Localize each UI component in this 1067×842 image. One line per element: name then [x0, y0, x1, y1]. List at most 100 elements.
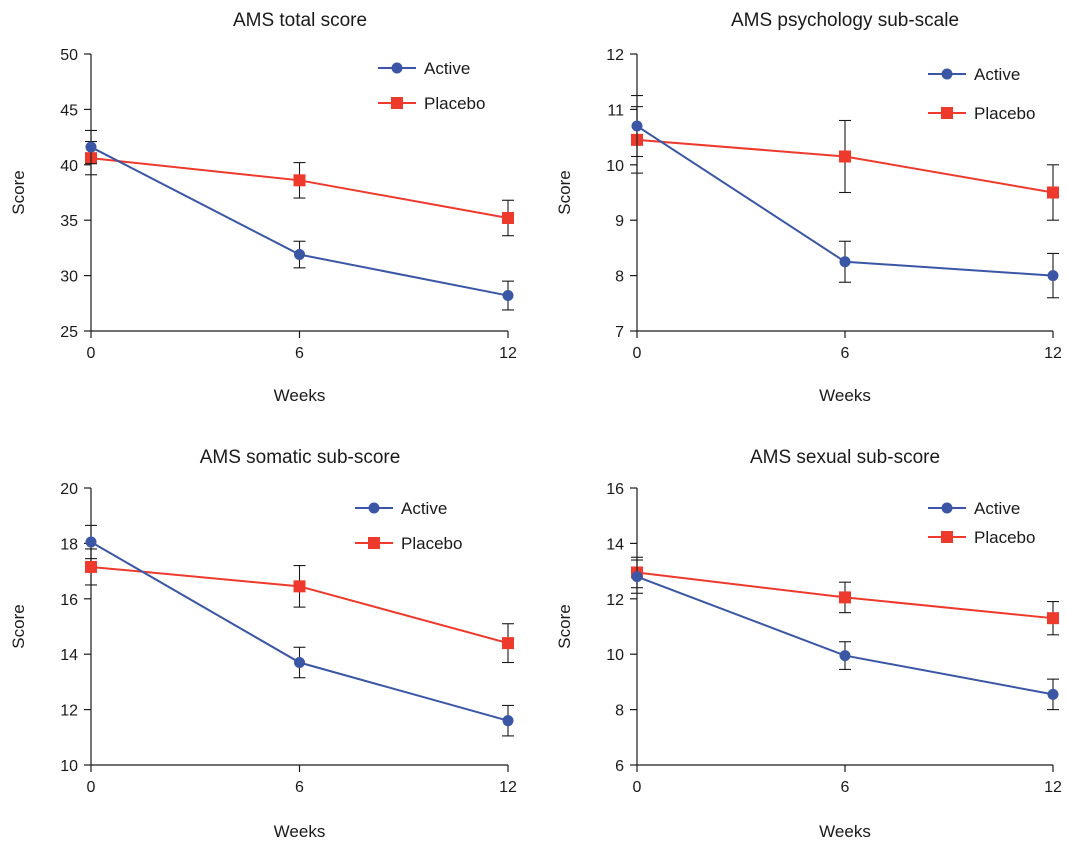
y-tick-label: 35 — [60, 213, 78, 230]
legend: Active Placebo — [928, 499, 1035, 547]
legend-marker — [941, 531, 953, 543]
y-axis-label: Score — [9, 170, 28, 214]
y-tick-label: 10 — [606, 158, 624, 175]
y-tick-label: 12 — [606, 47, 624, 64]
legend-label: Active — [974, 499, 1020, 518]
legend: Active Placebo — [928, 65, 1035, 123]
chart-title: AMS psychology sub-scale — [731, 10, 959, 31]
series-placebo — [85, 548, 514, 664]
y-tick-label: 6 — [615, 758, 624, 775]
legend: Active Placebo — [355, 499, 462, 553]
y-tick-label: 16 — [606, 481, 624, 498]
y-tick-label: 50 — [60, 47, 78, 64]
legend-marker — [941, 68, 953, 80]
legend-marker — [368, 502, 380, 514]
x-tick-label: 0 — [633, 345, 642, 362]
x-axis-label: Weeks — [274, 386, 326, 405]
y-tick-label: 18 — [60, 536, 78, 553]
legend-label: Active — [401, 499, 447, 518]
data-point — [502, 637, 514, 650]
data-point — [85, 141, 97, 153]
y-axis-label: Score — [9, 604, 28, 648]
y-tick-label: 14 — [606, 536, 624, 553]
x-tick-label: 6 — [841, 345, 850, 362]
x-tick-label: 6 — [295, 345, 304, 362]
legend-label: Placebo — [974, 528, 1035, 547]
legend-label: Placebo — [974, 104, 1035, 123]
chart-title: AMS somatic sub-score — [200, 447, 401, 468]
data-point — [839, 650, 851, 662]
x-tick-label: 12 — [1044, 779, 1062, 796]
legend-marker — [941, 502, 953, 514]
x-tick-label: 6 — [841, 779, 850, 796]
data-point — [839, 591, 851, 604]
data-point — [85, 560, 97, 573]
y-tick-label: 14 — [60, 647, 78, 664]
series-active — [85, 524, 514, 737]
data-point — [1047, 270, 1059, 282]
y-tick-label: 25 — [60, 324, 78, 341]
x-tick-label: 6 — [295, 779, 304, 796]
chart-title: AMS sexual sub-score — [750, 447, 940, 468]
y-tick-label: 20 — [60, 481, 78, 498]
legend-marker — [368, 537, 380, 549]
series-placebo — [631, 556, 1059, 636]
y-tick-label: 8 — [615, 269, 624, 286]
y-tick-label: 40 — [60, 158, 78, 175]
x-tick-label: 12 — [1044, 345, 1062, 362]
legend-label: Active — [424, 59, 470, 78]
legend: Active Placebo — [378, 59, 485, 113]
x-axis-label: Weeks — [819, 822, 871, 841]
data-point — [85, 536, 97, 548]
y-tick-label: 12 — [60, 703, 78, 720]
data-point — [502, 290, 514, 302]
y-tick-label: 7 — [615, 324, 624, 341]
data-point — [631, 571, 643, 583]
y-tick-label: 11 — [607, 102, 624, 119]
x-tick-label: 12 — [499, 345, 517, 362]
data-point — [293, 580, 306, 593]
data-point — [293, 174, 306, 187]
y-axis-label: Score — [555, 170, 574, 214]
chart-title: AMS total score — [233, 10, 367, 31]
data-point — [1047, 688, 1059, 700]
data-point — [631, 120, 643, 132]
data-point — [1047, 186, 1059, 199]
x-tick-label: 0 — [87, 779, 96, 796]
legend-marker — [391, 62, 403, 74]
legend-label: Placebo — [424, 94, 485, 113]
y-tick-label: 10 — [606, 647, 624, 664]
data-point — [294, 249, 305, 261]
x-axis-label: Weeks — [274, 822, 326, 841]
y-tick-label: 9 — [615, 213, 624, 230]
data-point — [839, 150, 851, 163]
y-tick-label: 8 — [615, 703, 624, 720]
y-tick-label: 12 — [606, 592, 624, 609]
y-tick-label: 30 — [60, 269, 78, 286]
series-active — [631, 559, 1059, 711]
legend-label: Placebo — [401, 534, 462, 553]
x-tick-label: 12 — [499, 779, 517, 796]
legend-marker — [391, 97, 403, 109]
y-tick-label: 45 — [60, 102, 78, 119]
legend-label: Active — [974, 65, 1020, 84]
y-tick-label: 16 — [60, 592, 78, 609]
series-active — [85, 129, 514, 311]
x-tick-label: 0 — [87, 345, 96, 362]
data-point — [502, 715, 514, 727]
x-axis-label: Weeks — [819, 386, 871, 405]
x-tick-label: 0 — [633, 779, 642, 796]
data-point — [839, 256, 851, 268]
chart-panel-3: AMS somatic sub-score 10 12 14 16 18 20 0 6 12 Wee… — [9, 447, 517, 841]
data-point — [502, 211, 514, 224]
data-point — [1047, 612, 1059, 625]
series-active — [631, 95, 1059, 299]
series-placebo — [85, 140, 514, 237]
legend-marker — [941, 107, 953, 119]
chart-panel-2: AMS psychology sub-scale 7 8 9 10 11 12 0 6 12 Wee… — [555, 10, 1062, 405]
chart-panel-1: AMS total score 25 30 35 40 45 50 0 6 12 Weeks Scor… — [9, 10, 517, 405]
y-axis-label: Score — [555, 604, 574, 648]
